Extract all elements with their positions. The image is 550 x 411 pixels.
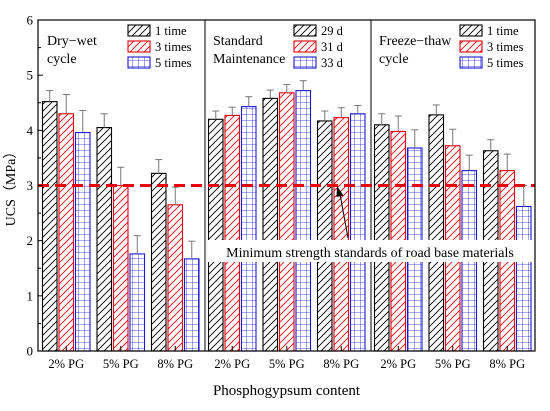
bar-2-2-3 xyxy=(295,90,312,352)
x-tick-label: 2% PG xyxy=(380,357,416,371)
legend-label: 3 times xyxy=(487,40,524,54)
y-tick-label: 5 xyxy=(27,68,34,83)
group-title-line: Dry−wet xyxy=(47,34,97,49)
x-tick-label: 2% PG xyxy=(214,357,250,371)
bar-2-1-2 xyxy=(224,114,241,352)
bar-1-3-3 xyxy=(183,258,200,352)
bar-2-3-2 xyxy=(333,117,350,352)
bar-2-2-1 xyxy=(262,97,279,352)
annotation-arrow-head xyxy=(336,186,344,197)
bar-2-1-3 xyxy=(240,106,257,352)
legend-swatch xyxy=(293,40,317,53)
legend-swatch xyxy=(127,56,151,69)
y-tick-label: 1 xyxy=(27,288,34,303)
x-tick-label: 8% PG xyxy=(323,357,359,371)
legend-label: 5 times xyxy=(487,56,524,70)
x-tick-label: 5% PG xyxy=(269,357,305,371)
group-title-line: Freeze−thaw xyxy=(379,34,452,49)
annotation-text: Minimum strength standards of road base … xyxy=(226,246,514,261)
bar-1-3-2 xyxy=(167,204,184,352)
bar-3-1-1 xyxy=(373,124,390,352)
legend-swatch xyxy=(459,24,483,37)
bar-1-1-2 xyxy=(58,113,75,352)
y-tick-label: 2 xyxy=(27,233,34,248)
group-title-line: cycle xyxy=(47,52,77,67)
x-tick-label: 8% PG xyxy=(489,357,525,371)
y-tick-label: 6 xyxy=(27,13,34,28)
bar-3-3-3 xyxy=(515,205,532,352)
x-tick-label: 2% PG xyxy=(48,357,84,371)
legend-label: 29 d xyxy=(321,24,344,38)
legend-label: 1 time xyxy=(155,24,187,38)
bar-1-3-1 xyxy=(150,172,167,352)
annotation-arrow-line xyxy=(339,193,349,239)
bar-3-2-1 xyxy=(428,114,445,352)
legend-label: 5 times xyxy=(155,56,192,70)
legend-swatch xyxy=(459,40,483,53)
legend-label: 33 d xyxy=(321,56,344,70)
x-axis-title: Phosphogypsum content xyxy=(213,383,361,399)
bar-1-2-2 xyxy=(112,184,129,352)
x-tick-label: 5% PG xyxy=(435,357,471,371)
group-title-line: Maintenance xyxy=(213,52,285,67)
legend-label: 1 time xyxy=(487,24,519,38)
legend-swatch xyxy=(293,56,317,69)
bar-1-2-1 xyxy=(96,127,113,352)
x-tick-label: 5% PG xyxy=(103,357,139,371)
legend-label: 31 d xyxy=(321,40,344,54)
bar-2-3-1 xyxy=(316,120,333,352)
legend-label: 3 times xyxy=(155,40,192,54)
y-tick-label: 4 xyxy=(27,123,34,138)
bar-2-2-2 xyxy=(278,92,295,352)
group-title-line: Standard xyxy=(213,34,263,49)
bar-2-1-1 xyxy=(207,118,224,352)
legend-swatch xyxy=(127,40,151,53)
group-title-line: cycle xyxy=(379,52,409,67)
bar-1-1-1 xyxy=(41,101,58,352)
y-tick-label: 3 xyxy=(27,178,34,193)
bar-1-1-3 xyxy=(74,131,91,352)
legend-swatch xyxy=(459,56,483,69)
y-tick-label: 0 xyxy=(27,344,34,359)
x-tick-label: 8% PG xyxy=(157,357,193,371)
bar-1-2-3 xyxy=(129,253,146,352)
legend-swatch xyxy=(293,24,317,37)
y-axis-title: UCS（MPa） xyxy=(3,145,19,227)
legend-swatch xyxy=(127,24,151,37)
annotation-background xyxy=(208,240,532,262)
bar-2-3-3 xyxy=(349,113,366,352)
